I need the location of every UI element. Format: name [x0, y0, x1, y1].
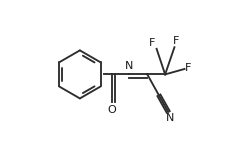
Text: N: N	[124, 61, 133, 71]
Text: F: F	[172, 36, 179, 46]
Text: F: F	[149, 38, 155, 48]
Text: F: F	[185, 63, 191, 73]
Text: O: O	[107, 105, 116, 115]
Text: N: N	[166, 113, 174, 123]
